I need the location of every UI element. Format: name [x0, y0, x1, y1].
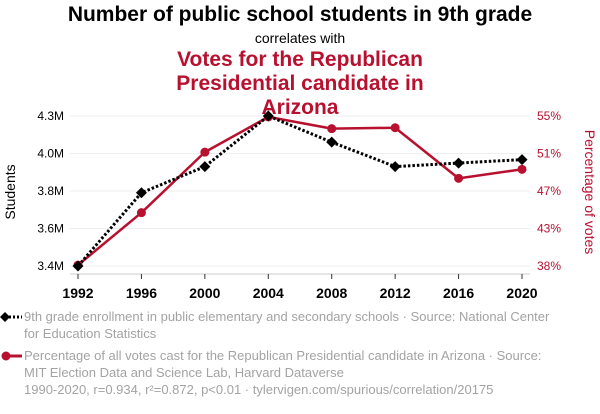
- series-enrollment-point: [262, 110, 274, 122]
- series-enrollment-point: [135, 187, 147, 199]
- footer-stats: 1990-2020, r=0.934, r²=0.872, p<0.01 · t…: [24, 382, 494, 397]
- y-axis-label-left: Students: [2, 164, 18, 219]
- x-tick-label: 2008: [316, 285, 347, 300]
- series-votes-point: [454, 173, 464, 183]
- y-axis-label-right: Percentage of votes: [582, 130, 598, 255]
- series-votes-point: [200, 147, 210, 157]
- y-tick-label-right: 55%: [537, 109, 561, 123]
- legend-label-series2: Percentage of all votes cast for the Rep…: [24, 348, 542, 380]
- y-tick-label-right: 51%: [537, 147, 561, 161]
- y-tick-label-left: 3.6M: [37, 222, 64, 236]
- series-votes-point: [390, 123, 400, 133]
- red-circle-line-icon: [1, 351, 22, 361]
- x-tick-label: 1992: [62, 285, 93, 300]
- y-tick-label-left: 4.0M: [37, 147, 64, 161]
- line-chart: 3.4M 38% 3.6M 43% 3.8M 47% 4.0M 51% 4.3M 55% 1992 1…: [2, 109, 598, 300]
- series-enrollment-point: [199, 161, 211, 173]
- y-tick-label-right: 38%: [537, 259, 561, 273]
- x-tick-label: 2012: [380, 285, 411, 300]
- series-enrollment-line: [76, 114, 523, 267]
- gridlines: [70, 115, 530, 267]
- dotted-diamond-line-icon: [0, 312, 22, 322]
- series-votes-point: [327, 124, 337, 134]
- legend-item-series1: 9th grade enrollment in public elementar…: [0, 308, 564, 342]
- series-enrollment-point: [389, 161, 401, 173]
- series-enrollment-point: [326, 136, 338, 148]
- y-tick-label-left: 3.4M: [37, 259, 64, 273]
- series-group: [72, 110, 528, 272]
- y-tick-label-left: 4.3M: [37, 109, 64, 123]
- series-enrollment-point: [453, 157, 465, 169]
- chart-title-secondary: Votes for the Republican Presidential ca…: [176, 48, 424, 119]
- x-tick-label: 2004: [253, 285, 284, 300]
- series-enrollment-point: [72, 260, 84, 272]
- chart-subtitle: correlates with: [254, 30, 346, 46]
- y-tick-label-right: 43%: [537, 222, 561, 236]
- legend-item-series2: Percentage of all votes cast for the Rep…: [1, 347, 564, 381]
- legend-label-series1: 9th grade enrollment in public elementar…: [24, 309, 550, 341]
- series-votes-point: [136, 208, 146, 218]
- x-tick-label: 2016: [443, 285, 474, 300]
- x-tick-label: 1996: [126, 285, 157, 300]
- y-tick-label-right: 47%: [537, 184, 561, 198]
- series-enrollment-point: [516, 154, 528, 166]
- y-tick-label-left: 3.8M: [37, 184, 64, 198]
- x-tick-label: 2020: [506, 285, 537, 300]
- series-votes-point: [517, 164, 527, 174]
- series-votes-line: [77, 115, 523, 267]
- axes: 3.4M 38% 3.6M 43% 3.8M 47% 4.0M 51% 4.3M 55% 1992 1…: [37, 109, 561, 300]
- chart-title: Number of public school students in 9th …: [67, 3, 533, 26]
- x-tick-label: 2000: [189, 285, 220, 300]
